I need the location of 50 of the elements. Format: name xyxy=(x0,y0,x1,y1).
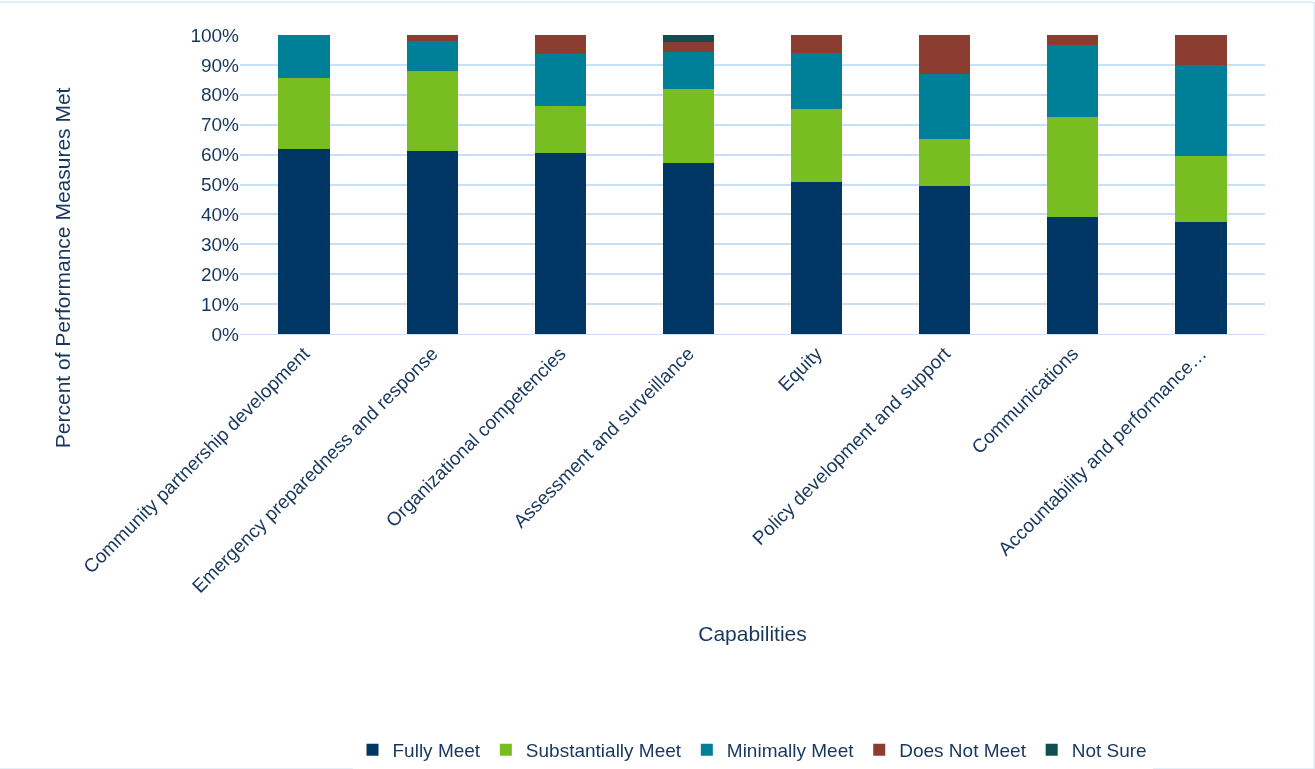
bar xyxy=(1047,117,1099,218)
bar xyxy=(662,162,715,334)
y-tick-label: 60% xyxy=(200,144,240,166)
bar xyxy=(919,35,971,74)
y-axis-title: Percent of Performance Measures Met xyxy=(50,87,74,449)
bar xyxy=(278,77,330,149)
legend-label: Not Sure xyxy=(1071,740,1147,762)
y-tick-label: 70% xyxy=(200,114,240,136)
bar xyxy=(919,186,971,334)
bar xyxy=(278,148,330,334)
bar xyxy=(534,105,586,154)
bar xyxy=(662,52,715,89)
x-axis-title: Capabilities xyxy=(698,622,807,646)
legend-label: Does Not Meet xyxy=(899,740,1027,762)
bar xyxy=(534,153,586,334)
bar xyxy=(919,73,971,139)
bar xyxy=(1047,45,1099,118)
bar xyxy=(790,35,843,53)
bar xyxy=(1047,217,1099,334)
bar xyxy=(662,88,715,163)
bar xyxy=(790,181,843,334)
bar xyxy=(1175,64,1227,156)
y-tick-label: 100% xyxy=(190,24,240,46)
legend-label: Minimally Meet xyxy=(726,740,855,762)
y-tick-label: 40% xyxy=(200,204,240,226)
bar xyxy=(919,138,971,187)
bar xyxy=(406,150,458,334)
y-tick-label: 10% xyxy=(200,293,240,315)
y-tick-label: 90% xyxy=(200,54,240,76)
bar xyxy=(790,52,843,109)
bar xyxy=(406,40,458,72)
bar xyxy=(662,41,715,53)
bar xyxy=(1175,155,1227,222)
legend-label: Fully Meet xyxy=(392,740,481,762)
legend-label: Substantially Meet xyxy=(525,740,682,762)
y-tick-label: 80% xyxy=(200,84,240,106)
bar xyxy=(534,54,586,106)
bar xyxy=(1047,35,1099,46)
bar xyxy=(278,35,330,78)
bar xyxy=(406,71,458,151)
bar xyxy=(662,35,715,42)
y-tick-label: 50% xyxy=(200,174,240,196)
bar xyxy=(534,35,586,55)
bar xyxy=(406,35,458,41)
bar xyxy=(1175,221,1227,334)
y-tick-label: 30% xyxy=(200,233,240,255)
y-tick-label: 20% xyxy=(200,263,240,285)
bar xyxy=(790,108,843,182)
bar xyxy=(1175,35,1227,65)
y-tick-label: 0% xyxy=(211,323,240,345)
